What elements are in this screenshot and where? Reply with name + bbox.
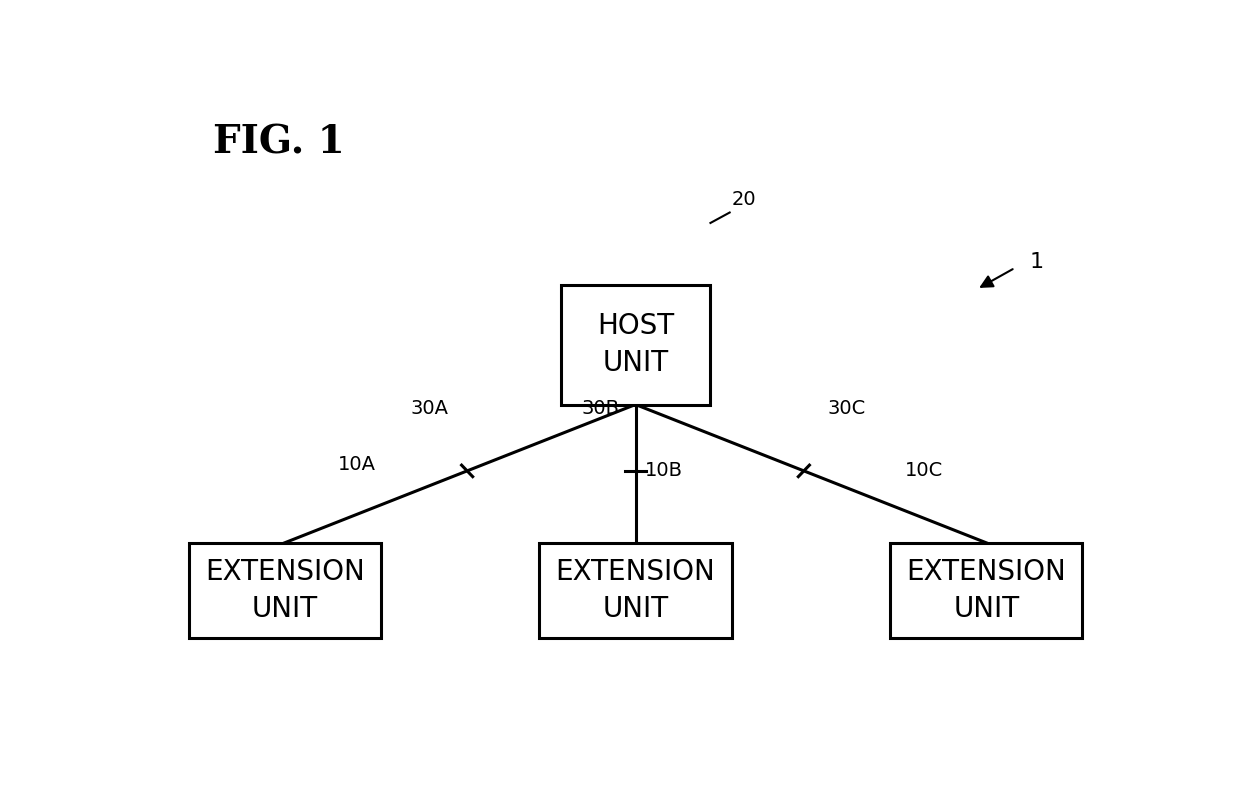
Bar	[188, 543, 381, 638]
Text: 20: 20	[732, 191, 756, 209]
Text: EXTENSION
UNIT: EXTENSION UNIT	[906, 558, 1066, 622]
Text: FIG. 1: FIG. 1	[213, 124, 345, 161]
Bar	[560, 285, 711, 405]
Text: 30A: 30A	[410, 399, 448, 418]
Text: 30C: 30C	[828, 399, 866, 418]
Bar	[890, 543, 1083, 638]
Text: 10C: 10C	[905, 460, 942, 480]
Text: 10A: 10A	[339, 455, 376, 474]
Text: EXTENSION
UNIT: EXTENSION UNIT	[556, 558, 715, 622]
Bar	[539, 543, 732, 638]
Text: 10B: 10B	[645, 460, 683, 480]
Text: EXTENSION
UNIT: EXTENSION UNIT	[205, 558, 365, 622]
Text: HOST
UNIT: HOST UNIT	[596, 312, 675, 377]
Text: 30B: 30B	[582, 399, 619, 418]
Text: 1: 1	[1029, 251, 1044, 271]
